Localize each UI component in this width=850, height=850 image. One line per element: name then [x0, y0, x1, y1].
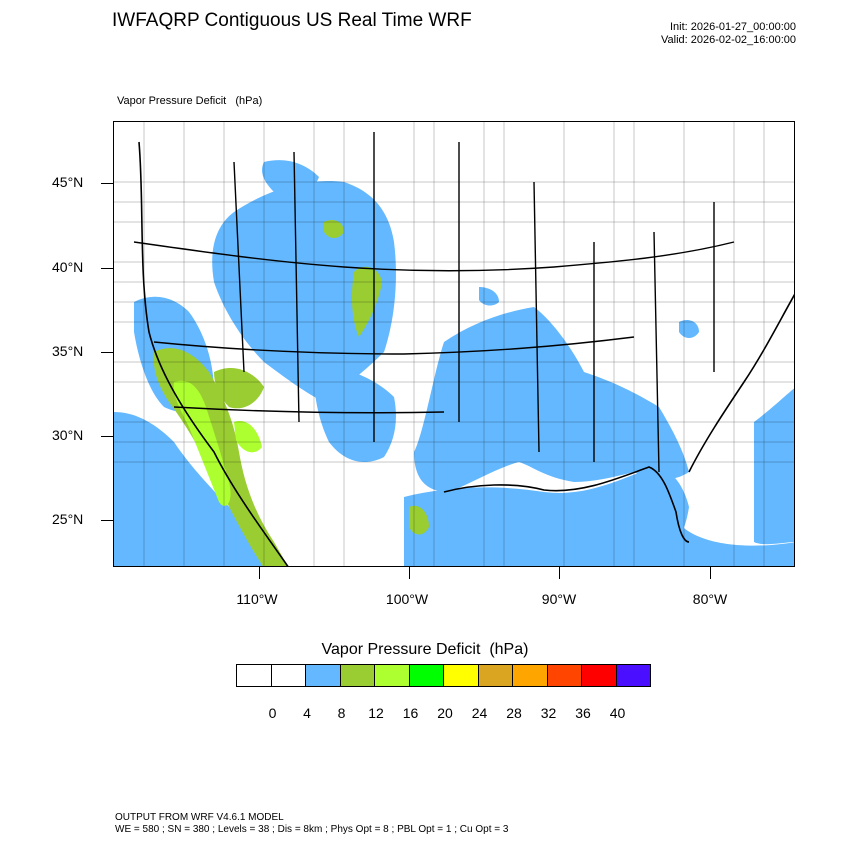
model-version: OUTPUT FROM WRF V4.6.1 MODEL [115, 812, 284, 823]
legend-swatch [615, 664, 651, 687]
lat-label: 45°N [52, 174, 84, 190]
lat-tick [101, 436, 113, 437]
lat-label: 40°N [52, 259, 84, 275]
lat-tick [101, 520, 113, 521]
map-graphic [114, 122, 794, 566]
vpd-map [113, 121, 795, 567]
legend-swatch [408, 664, 444, 687]
lon-tick [409, 567, 410, 579]
legend-label: 16 [402, 705, 419, 721]
field-label: Vapor Pressure Deficit (hPa) [117, 95, 263, 107]
lon-label: 90°W [541, 591, 577, 607]
legend-labels: 0 4 8 12 16 20 24 28 32 36 40 [0, 705, 850, 725]
lon-tick [259, 567, 260, 579]
legend-swatch [443, 664, 479, 687]
lon-tick [559, 567, 560, 579]
lon-tick [710, 567, 711, 579]
legend-label: 32 [540, 705, 557, 721]
state-borders [133, 132, 735, 473]
legend-swatch [477, 664, 513, 687]
legend-swatch [581, 664, 617, 687]
page-title: IWFAQRP Contiguous US Real Time WRF [112, 10, 472, 31]
lat-label: 35°N [52, 343, 84, 359]
color-legend [236, 664, 651, 687]
vpd-shading [114, 160, 794, 566]
coastlines [138, 141, 794, 566]
legend-label: 24 [471, 705, 488, 721]
legend-swatch [512, 664, 548, 687]
lat-label: 30°N [52, 427, 84, 443]
lat-tick [101, 268, 113, 269]
legend-label: 12 [368, 705, 384, 721]
init-time: Init: 2026-01-27_00:00:00 [670, 21, 796, 33]
legend-label: 36 [575, 705, 591, 721]
legend-swatch [236, 664, 272, 687]
legend-title: Vapor Pressure Deficit (hPa) [321, 641, 529, 658]
model-config: WE = 580 ; SN = 380 ; Levels = 38 ; Dis … [115, 824, 509, 835]
legend-swatch [339, 664, 375, 687]
legend-swatch [546, 664, 582, 687]
lon-label: 100°W [385, 591, 429, 607]
legend-label: 8 [337, 705, 346, 721]
county-borders [114, 122, 794, 566]
legend-label: 28 [506, 705, 522, 721]
lat-label: 25°N [52, 511, 84, 527]
legend-label: 4 [303, 705, 311, 721]
legend-swatch [305, 664, 341, 687]
lon-label: 80°W [692, 591, 728, 607]
lat-tick [101, 183, 113, 184]
lon-label: 110°W [236, 591, 278, 607]
valid-time: Valid: 2026-02-02_16:00:00 [661, 34, 796, 46]
vpd-elevated-lime [173, 380, 262, 506]
lat-tick [101, 352, 113, 353]
legend-swatch [270, 664, 306, 687]
model-run-times: Init: 2026-01-27_00:00:00 Valid: 2026-02… [661, 21, 796, 47]
legend-swatch [374, 664, 410, 687]
legend-label: 40 [609, 705, 626, 721]
legend-label: 0 [268, 705, 277, 721]
model-info: OUTPUT FROM WRF V4.6.1 MODEL WE = 580 ; … [115, 812, 508, 836]
legend-label: 20 [437, 705, 453, 721]
